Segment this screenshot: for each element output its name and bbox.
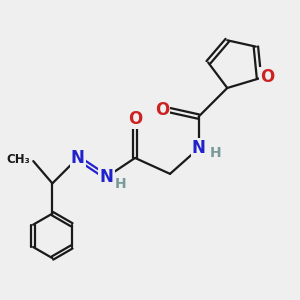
Text: H: H	[209, 146, 221, 160]
Text: O: O	[260, 68, 274, 86]
Text: N: N	[192, 140, 206, 158]
Text: O: O	[128, 110, 142, 128]
Text: N: N	[100, 168, 113, 186]
Text: O: O	[155, 101, 169, 119]
Text: CH₃: CH₃	[6, 153, 30, 166]
Text: H: H	[115, 177, 127, 191]
Text: N: N	[71, 149, 85, 167]
